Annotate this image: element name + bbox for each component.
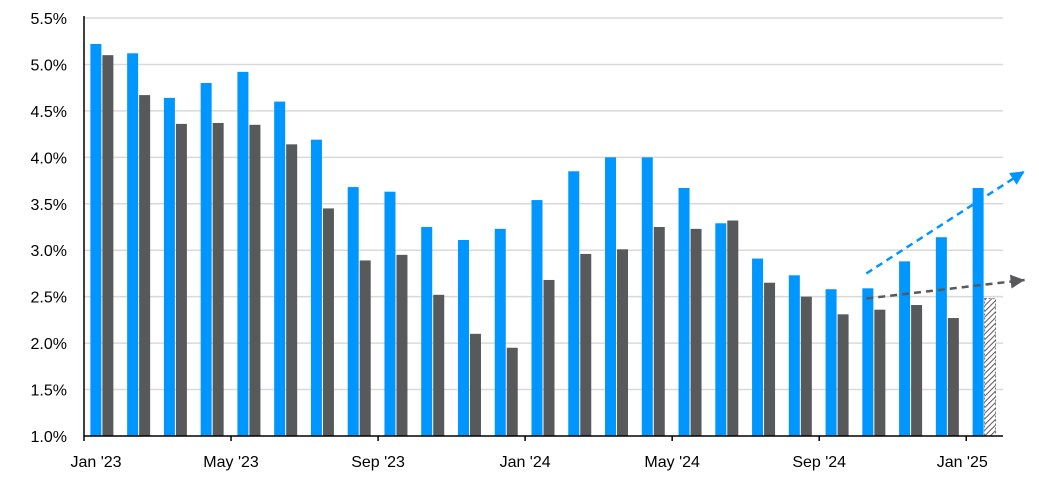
trend-arrow-head — [1009, 274, 1025, 289]
bar-series-2 — [212, 122, 224, 436]
bar-series-2 — [396, 254, 408, 436]
bar-series-2 — [359, 260, 371, 436]
y-axis-labels: 1.0% 1.5% 2.0% 2.5% 3.0% 3.5% 4.0% 4.5% 5.0% 5.5% — [31, 11, 67, 446]
bar-series-2 — [249, 124, 261, 437]
bar-series-1 — [127, 53, 139, 436]
bar-series-2 — [175, 123, 187, 436]
bar-series-2 — [764, 282, 776, 436]
x-tick-label: Jan '25 — [937, 454, 988, 471]
bar-series-1 — [274, 101, 286, 436]
bar-series-1 — [972, 187, 984, 436]
bar-series-1 — [421, 227, 433, 436]
bar-series-2 — [837, 314, 849, 436]
bar-series-1 — [825, 289, 837, 436]
y-tick-label: 2.0% — [31, 336, 67, 353]
y-tick-label: 4.0% — [31, 150, 67, 167]
bars — [90, 44, 997, 437]
y-tick-label: 3.5% — [31, 197, 67, 214]
bar-series-1 — [752, 258, 764, 436]
bar-series-1 — [678, 187, 690, 436]
bar-series-1 — [715, 223, 727, 436]
bar-series-2 — [690, 228, 702, 436]
bar-series-1 — [788, 275, 800, 436]
y-tick-label: 3.0% — [31, 243, 67, 260]
x-tick-label: May '23 — [203, 454, 259, 471]
bar-series-1 — [163, 97, 175, 436]
bar-series-1 — [457, 240, 469, 436]
bar-series-1 — [200, 83, 212, 437]
bar-estimate — [984, 298, 997, 437]
x-axis-labels: Jan '23 May '23 Sep '23 Jan '24 May '24 Sep '… — [70, 454, 987, 471]
bar-series-1 — [862, 288, 874, 436]
bar-series-1 — [899, 261, 911, 436]
bar-series-2 — [543, 279, 555, 436]
bar-series-2 — [947, 318, 959, 436]
bar-series-1 — [935, 237, 947, 436]
bar-series-2 — [800, 296, 812, 436]
bar-series-1 — [90, 44, 102, 437]
bar-series-1 — [605, 157, 617, 437]
bar-series-1 — [347, 187, 359, 436]
bar-series-2 — [102, 55, 114, 437]
bar-series-2 — [911, 305, 923, 436]
bar-series-2 — [653, 227, 665, 436]
bar-series-2 — [874, 309, 886, 436]
gridlines — [84, 17, 1003, 391]
bar-series-2 — [727, 220, 739, 436]
trend-arrows — [865, 170, 1026, 300]
trend-arrow-line — [865, 170, 1026, 275]
bar-series-2 — [322, 208, 334, 436]
bar-series-1 — [641, 157, 653, 437]
x-tick-label: May '24 — [644, 454, 700, 471]
x-tick-label: Jan '24 — [500, 454, 551, 471]
y-tick-label: 1.0% — [31, 429, 67, 446]
x-tick-label: Jan '23 — [70, 454, 121, 471]
y-tick-label: 4.5% — [31, 104, 67, 121]
bar-series-2 — [139, 95, 151, 436]
bar-series-1 — [531, 200, 543, 436]
y-tick-label: 2.5% — [31, 290, 67, 307]
y-tick-label: 5.0% — [31, 57, 67, 74]
trend-arrow-line — [866, 278, 1025, 300]
bar-series-1 — [310, 139, 322, 436]
bar-series-1 — [568, 171, 580, 436]
axes — [83, 16, 1003, 441]
bar-series-2 — [580, 253, 592, 436]
bar-series-2 — [469, 333, 481, 436]
bar-series-2 — [617, 249, 629, 436]
y-tick-label: 1.5% — [31, 383, 67, 400]
bar-series-1 — [494, 228, 506, 436]
bar-series-1 — [384, 191, 396, 436]
x-tick-label: Sep '24 — [792, 454, 846, 471]
bar-series-1 — [237, 71, 249, 437]
trend-arrow-head — [1009, 171, 1025, 185]
bar-series-2 — [506, 347, 518, 436]
y-tick-label: 5.5% — [31, 11, 67, 28]
bar-series-2 — [286, 144, 298, 436]
bar-series-2 — [433, 294, 445, 436]
x-tick-label: Sep '23 — [351, 454, 405, 471]
